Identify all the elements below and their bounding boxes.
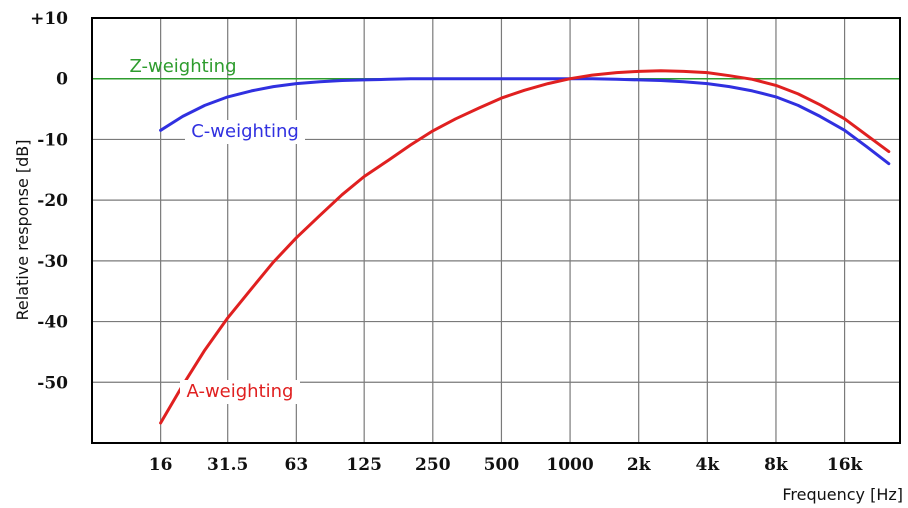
x-axis-label: Frequency [Hz] — [782, 485, 903, 504]
series-lines — [91, 69, 901, 425]
x-tick-label: 2k — [627, 455, 652, 475]
y-axis-label: Relative response [dB] — [13, 140, 32, 321]
plot-background — [92, 18, 900, 443]
x-tick-label: 31.5 — [207, 455, 248, 475]
x-axis-ticks: 16 31.5 63 125 250 500 1000 2k 4k 8k 16k — [149, 455, 864, 475]
x-tick-label: 16k — [827, 455, 864, 475]
series-line-a-weighting — [159, 69, 891, 425]
series-label-background — [180, 380, 300, 404]
x-tick-label: 1000 — [546, 455, 593, 475]
series-line-c-weighting — [159, 77, 891, 166]
y-tick-label: -20 — [37, 191, 68, 211]
y-tick-label: -10 — [37, 130, 68, 150]
x-tick-label: 4k — [696, 455, 721, 475]
x-tick-label: 250 — [415, 455, 451, 475]
y-tick-label: -30 — [37, 252, 68, 272]
x-tick-label: 16 — [149, 455, 173, 475]
plot-frame — [91, 17, 901, 444]
y-tick-label: +10 — [30, 9, 68, 29]
y-tick-label: 0 — [56, 70, 68, 90]
y-tick-label: -40 — [37, 313, 68, 333]
series-labels: Z-weighting C-weighting A-weighting — [129, 56, 305, 404]
x-tick-label: 125 — [346, 455, 382, 475]
series-label: C-weighting — [191, 121, 299, 142]
series-label: Z-weighting — [129, 56, 236, 77]
y-axis-ticks: +10 0 -10 -20 -30 -40 -50 — [30, 9, 68, 393]
series-label-background — [185, 120, 305, 144]
x-tick-label: 8k — [764, 455, 789, 475]
x-tick-label: 500 — [484, 455, 520, 475]
y-tick-label: -50 — [37, 373, 68, 393]
series-label: A-weighting — [187, 381, 294, 402]
x-tick-label: 63 — [284, 455, 308, 475]
